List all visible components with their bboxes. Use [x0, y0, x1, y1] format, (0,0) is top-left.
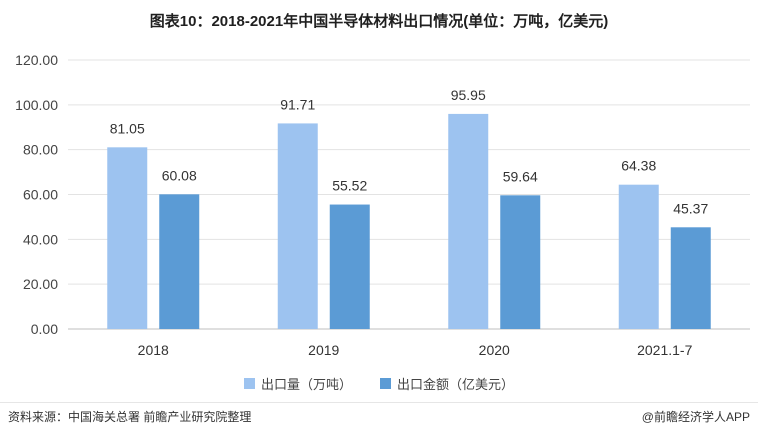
data-label: 81.05 — [110, 120, 145, 136]
y-tick-label: 120.00 — [15, 52, 58, 68]
y-tick-label: 20.00 — [23, 276, 58, 292]
legend: 出口量（万吨） 出口金额（亿美元） — [0, 374, 758, 393]
bar-export-value — [159, 194, 200, 329]
bar-export-value — [329, 204, 370, 329]
data-label: 45.37 — [673, 200, 708, 216]
data-label: 64.38 — [621, 158, 656, 174]
y-tick-label: 100.00 — [15, 97, 58, 113]
data-label: 91.71 — [280, 96, 315, 112]
x-tick-label: 2020 — [479, 342, 510, 358]
bar-export-volume — [107, 147, 148, 329]
chart-title: 图表10：2018-2021年中国半导体材料出口情况(单位：万吨，亿美元) — [149, 13, 609, 30]
data-label: 59.64 — [503, 168, 538, 184]
legend-label-export-volume: 出口量（万吨） — [260, 377, 352, 392]
bar-export-volume — [277, 123, 318, 329]
legend-item-export-volume: 出口量（万吨） — [243, 374, 352, 393]
y-tick-label: 40.00 — [23, 231, 58, 247]
x-tick-label: 2021.1-7 — [637, 342, 692, 358]
bar-export-volume — [618, 184, 659, 329]
data-label: 55.52 — [332, 178, 367, 194]
source-note: 资料来源：中国海关总署 前瞻产业研究院整理 — [8, 410, 252, 424]
legend-swatch-export-volume — [243, 378, 255, 389]
bar-export-value — [670, 227, 711, 329]
y-tick-label: 60.00 — [23, 187, 58, 203]
data-label: 95.95 — [451, 87, 486, 103]
data-label: 60.08 — [162, 167, 197, 183]
bar-export-value — [500, 195, 541, 329]
legend-swatch-export-value — [380, 378, 391, 389]
brand-credit: @前瞻经济学人APP — [641, 410, 750, 424]
bar-export-volume — [448, 113, 489, 330]
x-tick-label: 2018 — [138, 342, 169, 358]
y-tick-label: 0.00 — [31, 321, 58, 337]
x-tick-label: 2019 — [308, 342, 339, 358]
legend-item-export-value: 出口金额（亿美元） — [380, 374, 514, 393]
legend-label-export-value: 出口金额（亿美元） — [397, 377, 515, 392]
footer-divider — [0, 402, 758, 403]
y-tick-label: 80.00 — [23, 142, 58, 158]
